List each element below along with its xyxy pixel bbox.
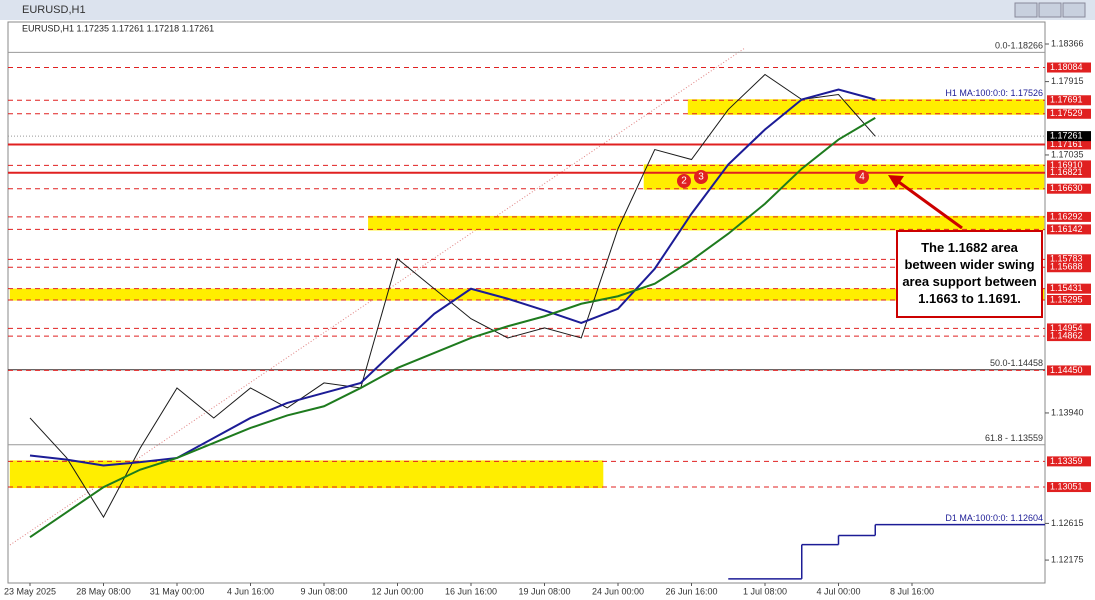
series-line [29, 117, 876, 538]
level-label: 1.16142 [1050, 224, 1083, 234]
support-zone [9, 288, 1045, 301]
level-label: 1.16910 [1050, 160, 1083, 170]
level-label: 1.16630 [1050, 183, 1083, 193]
level-label-bg [1047, 262, 1091, 273]
swing-marker [694, 170, 708, 184]
y-tick-label: 1.12615 [1051, 518, 1084, 528]
x-tick-label: 23 May 2025 [4, 586, 56, 596]
level-label-bg [1047, 167, 1091, 178]
level-label: 1.14862 [1050, 330, 1083, 340]
x-tick-label: 31 May 00:00 [150, 586, 205, 596]
swing-marker-label: 4 [859, 172, 865, 183]
level-label-bg [1047, 323, 1091, 334]
level-label-bg [1047, 254, 1091, 265]
minimize-button[interactable] [1014, 2, 1038, 18]
x-tick-label: 16 Jun 16:00 [445, 586, 497, 596]
window-title: EURUSD,H1 [22, 4, 86, 16]
level-label-bg [1047, 62, 1091, 73]
level-label-bg [1047, 160, 1091, 171]
level-label-bg [1047, 95, 1091, 106]
level-label-bg [1047, 283, 1091, 294]
swing-marker-label: 2 [681, 176, 687, 187]
series-label: D1 MA:100:0:0: 1.12604 [945, 513, 1043, 523]
y-tick-label: 1.17035 [1051, 149, 1084, 159]
y-tick-label: 1.13940 [1051, 407, 1084, 417]
fib-label: 50.0-1.14458 [990, 358, 1043, 368]
level-label-bg [1047, 294, 1091, 305]
support-zone [368, 215, 1045, 231]
level-label: 1.17529 [1050, 108, 1083, 118]
support-zone [643, 164, 1045, 190]
level-label-bg [1047, 183, 1091, 194]
level-label-bg [1047, 456, 1091, 467]
level-label: 1.15431 [1050, 283, 1083, 293]
x-tick-label: 8 Jul 16:00 [890, 586, 934, 596]
x-tick-label: 1 Jul 08:00 [743, 586, 787, 596]
series-line [29, 88, 876, 467]
current-price-label: 1.17261 [1050, 130, 1083, 140]
y-tick-label: 1.18366 [1051, 38, 1084, 48]
level-label-bg [1047, 224, 1091, 235]
level-label: 1.16821 [1050, 167, 1083, 177]
level-label: 1.14450 [1050, 365, 1083, 375]
callout: The 1.1682 area between wider swing area… [896, 230, 1043, 318]
plot-frame [7, 21, 1046, 584]
current-price-bg [1047, 131, 1091, 142]
level-label-bg [1047, 108, 1091, 119]
x-tick-label: 28 May 08:00 [76, 586, 131, 596]
maximize-button[interactable] [1038, 2, 1062, 18]
x-tick-label: 9 Jun 08:00 [300, 586, 347, 596]
x-tick-label: 19 Jun 08:00 [518, 586, 570, 596]
close-button[interactable] [1062, 2, 1086, 18]
callout-arrowhead [888, 175, 904, 188]
x-tick-label: 24 Jun 00:00 [592, 586, 644, 596]
support-zone [687, 99, 1045, 115]
x-tick-label: 4 Jul 00:00 [816, 586, 860, 596]
level-label-bg [1047, 365, 1091, 376]
swing-marker-label: 3 [698, 172, 704, 183]
level-label: 1.17691 [1050, 95, 1083, 105]
series-line [29, 73, 876, 519]
swing-marker [855, 170, 869, 184]
callout-arrow [895, 178, 963, 230]
level-label: 1.13359 [1050, 456, 1083, 466]
level-label: 1.17161 [1050, 139, 1083, 149]
fib-label: 0.0-1.18266 [995, 41, 1043, 51]
level-label-bg [1047, 139, 1091, 150]
series-label: H1 MA:100:0:0: 1.17526 [945, 88, 1043, 98]
level-label: 1.13051 [1050, 481, 1083, 491]
level-label: 1.15783 [1050, 254, 1083, 264]
y-tick-label: 1.17915 [1051, 76, 1084, 86]
level-label: 1.18084 [1050, 62, 1083, 72]
level-label: 1.16292 [1050, 211, 1083, 221]
level-label: 1.15295 [1050, 294, 1083, 304]
x-tick-label: 12 Jun 00:00 [371, 586, 423, 596]
x-tick-label: 4 Jun 16:00 [227, 586, 274, 596]
level-label: 1.14954 [1050, 323, 1083, 333]
level-label-bg [1047, 482, 1091, 493]
level-label-bg [1047, 331, 1091, 342]
level-label: 1.15688 [1050, 262, 1083, 272]
level-label-bg [1047, 211, 1091, 222]
window-titlebar [0, 0, 1095, 20]
fib-label: 61.8 - 1.13559 [985, 433, 1043, 443]
swing-marker [677, 174, 691, 188]
y-tick-label: 1.12175 [1051, 554, 1084, 564]
chart-title: EURUSD,H1 1.17235 1.17261 1.17218 1.1726… [22, 23, 214, 33]
x-tick-label: 26 Jun 16:00 [665, 586, 717, 596]
